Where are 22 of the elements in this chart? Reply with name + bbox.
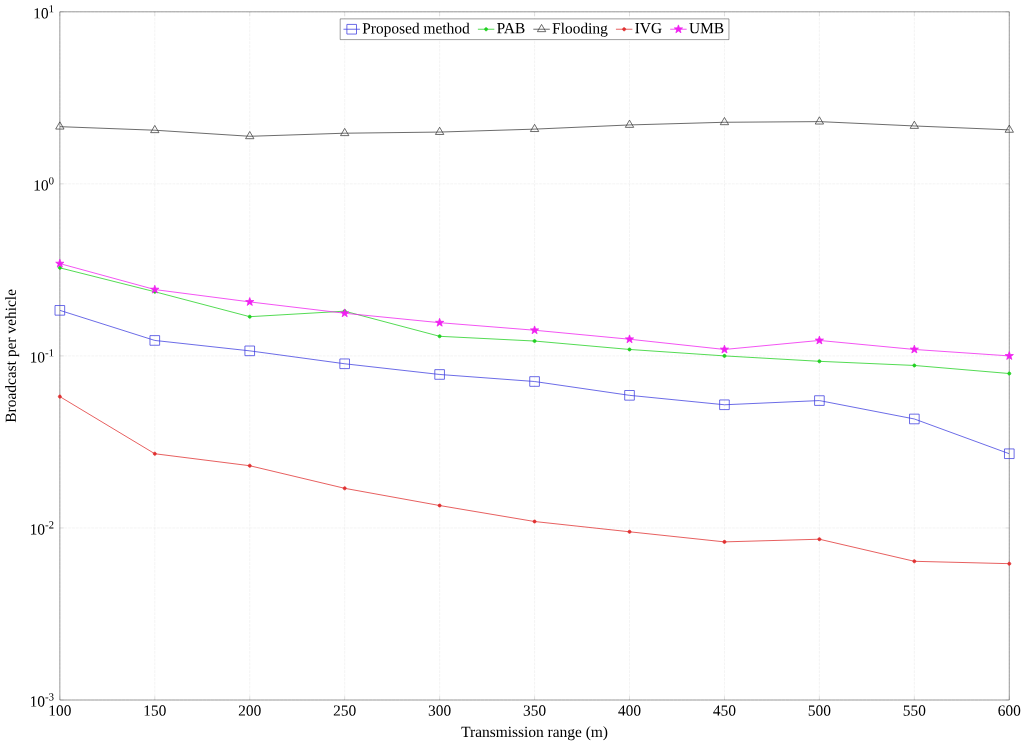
legend-label: Flooding (552, 22, 608, 37)
legend-label: PAB (497, 22, 525, 34)
x-tick-label: 550 (903, 705, 926, 716)
x-tick-label: 250 (333, 705, 356, 716)
x-tick-label: 300 (428, 705, 451, 716)
y-tick-label: 10$^{-1}$ (30, 349, 54, 363)
y-tick-label: 10$^{-2}$ (30, 521, 54, 535)
legend-label: UMB (689, 22, 724, 34)
legend-label: IVG (635, 22, 662, 34)
x-tick-label: 200 (238, 705, 261, 716)
x-tick-label: 500 (808, 705, 831, 716)
y-tick-label: 10$^{0}$ (34, 176, 54, 191)
x-tick-label: 400 (618, 705, 641, 716)
x-tick-label: 350 (523, 705, 546, 716)
x-tick-label: 600 (998, 705, 1021, 716)
x-axis-title: Transmission range (m) (461, 726, 608, 741)
x-tick-label: 150 (144, 705, 166, 716)
legend-label: Proposed method (362, 22, 470, 37)
y-axis-title: Broadcast per vehicle (5, 289, 20, 423)
x-tick-label: 100 (49, 705, 71, 716)
y-tick-label: 10$^{1}$ (34, 4, 54, 19)
x-tick-label: 450 (713, 705, 736, 716)
